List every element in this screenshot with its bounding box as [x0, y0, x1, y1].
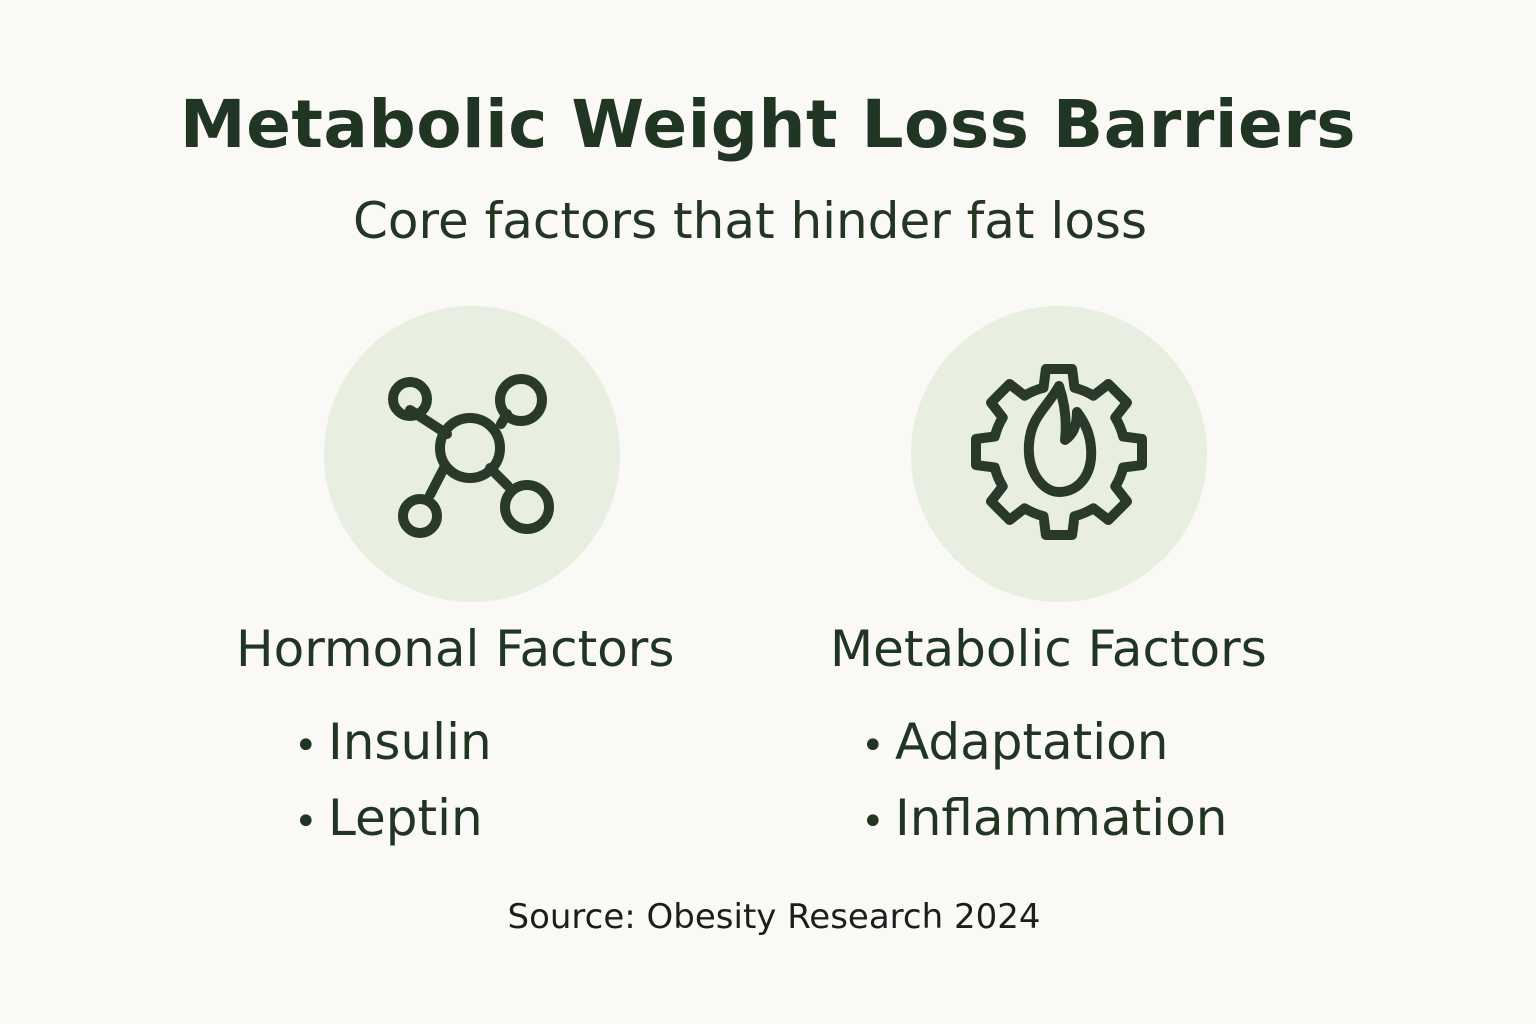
metabolic-icon-circle [911, 306, 1207, 602]
page-subtitle: Core factors that hinder fat loss [352, 192, 1148, 250]
hormonal-factors-list: • Insulin • Leptin [294, 706, 492, 858]
metabolic-factors-list: • Adaptation • Inflammation [861, 706, 1227, 858]
molecule-icon [388, 374, 554, 538]
list-item: • Insulin [294, 713, 492, 771]
gear-flame-icon [971, 364, 1147, 540]
hormonal-factors-heading: Hormonal Factors [236, 620, 675, 678]
page-title: Metabolic Weight Loss Barriers [179, 86, 1357, 163]
metabolic-factors-heading: Metabolic Factors [830, 620, 1267, 678]
list-item: • Inflammation [861, 789, 1228, 847]
list-item: • Adaptation [861, 713, 1169, 771]
list-item: • Leptin [294, 789, 483, 847]
hormonal-icon-circle [324, 306, 620, 602]
source-caption: Source: Obesity Research 2024 [507, 897, 1041, 937]
